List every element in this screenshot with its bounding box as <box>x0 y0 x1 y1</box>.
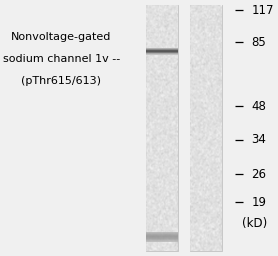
Bar <box>146 233 178 234</box>
Text: 117: 117 <box>252 4 274 17</box>
Text: 19: 19 <box>252 196 267 209</box>
Text: 26: 26 <box>252 168 267 180</box>
Bar <box>146 234 178 235</box>
Bar <box>146 236 178 237</box>
Text: (kD): (kD) <box>242 218 267 230</box>
Bar <box>146 235 178 236</box>
Bar <box>146 237 178 238</box>
Bar <box>146 232 178 233</box>
Text: (pThr615/613): (pThr615/613) <box>21 76 101 86</box>
Text: 85: 85 <box>252 36 266 49</box>
Bar <box>190 5 222 251</box>
Bar <box>146 241 178 242</box>
Text: sodium channel 1v --: sodium channel 1v -- <box>3 54 120 64</box>
Bar <box>146 238 178 239</box>
Bar <box>146 239 178 240</box>
Bar <box>146 240 178 241</box>
Text: Nonvoltage-gated: Nonvoltage-gated <box>11 32 111 42</box>
Text: 48: 48 <box>252 100 267 113</box>
Text: 34: 34 <box>252 133 267 146</box>
Bar <box>146 5 178 251</box>
